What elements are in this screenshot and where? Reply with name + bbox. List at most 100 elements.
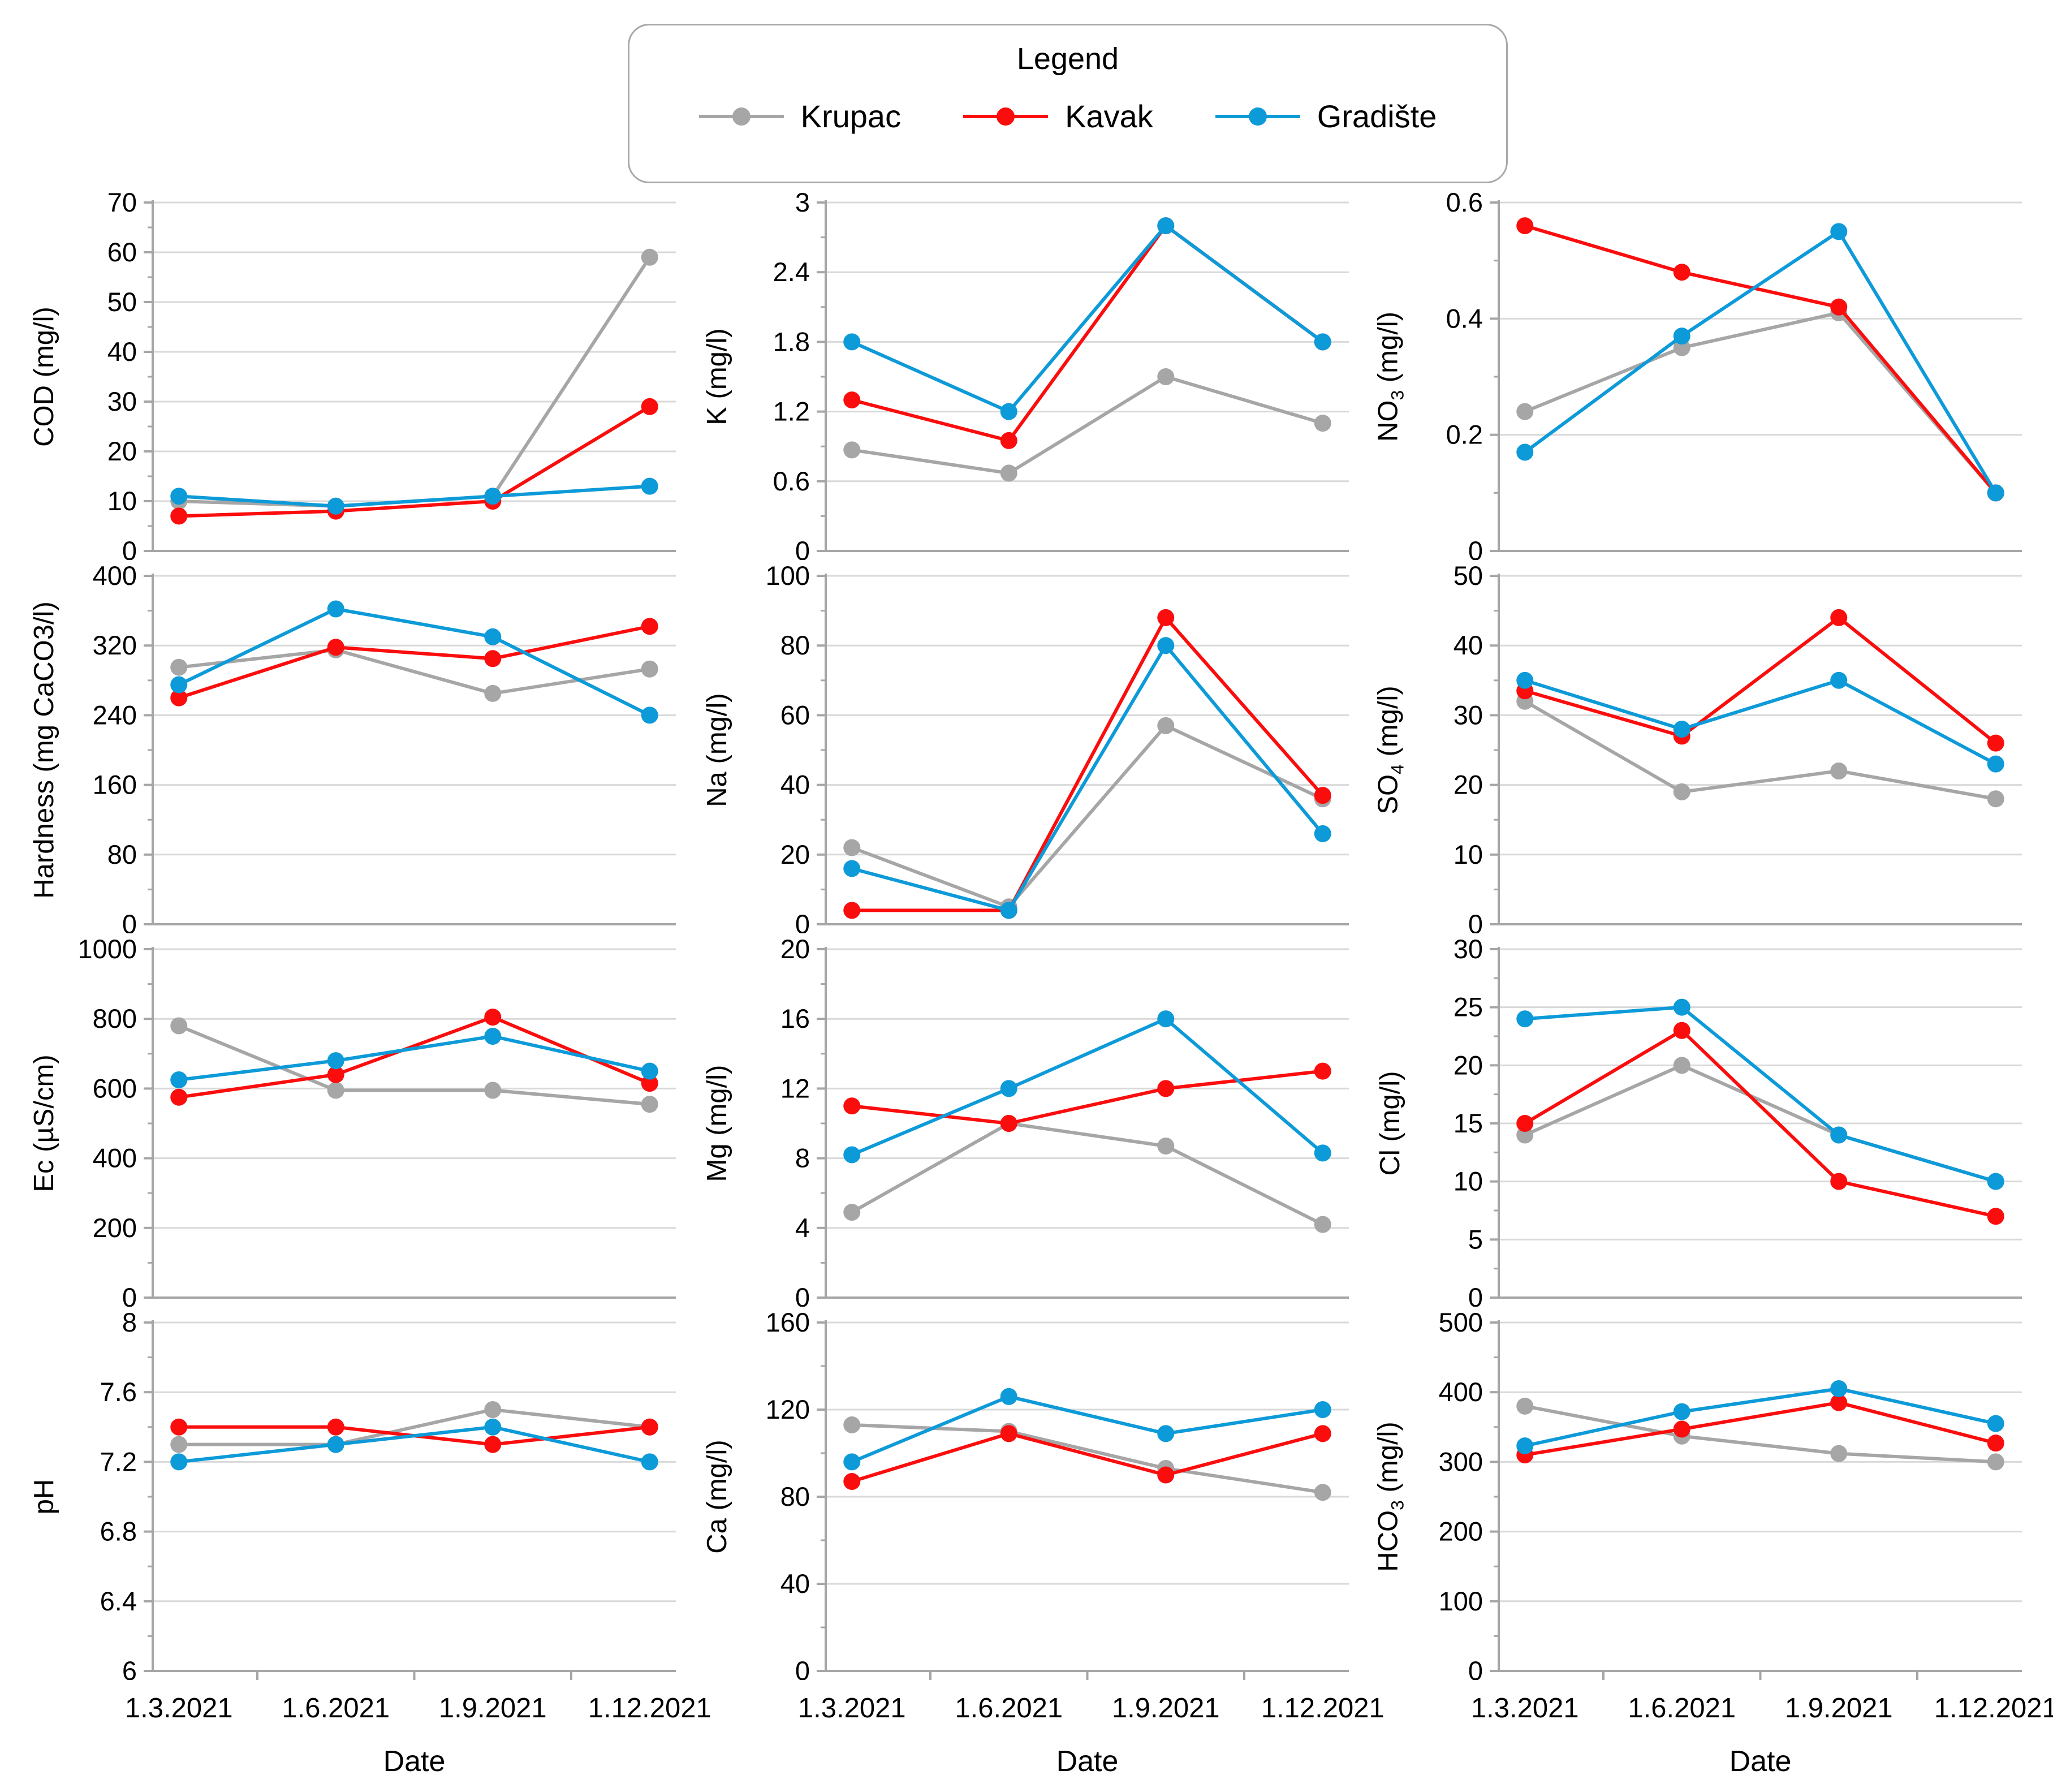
chart-cod-series-krupac-line	[179, 256, 652, 508]
chart-na-ytick: 20	[780, 839, 810, 869]
chart-ec-series-krupac-point	[484, 1082, 502, 1099]
chart-cl-ytick: 15	[1454, 1108, 1483, 1138]
chart-cl-series-gradište-line	[1525, 1005, 1996, 1183]
chart-k-ytick: 0	[795, 536, 810, 560]
chart-k-series-krupac-point	[843, 441, 861, 459]
chart-so4: SO4 (mg/l) 0 10 20 30 40 50	[1363, 560, 2036, 933]
chart-cod-ytick: 30	[107, 386, 137, 416]
chart-so4-series-gradište-point	[1830, 671, 1848, 689]
chart-no3-series-kavak-point	[1516, 217, 1534, 235]
chart-na-series-kavak-point	[1157, 609, 1175, 626]
chart-hco3-series-kavak-line	[1524, 1401, 1996, 1457]
chart-na-series-kavak-point	[843, 902, 861, 919]
chart-ph-series-krupac-point	[484, 1401, 502, 1418]
chart-so4-ytick: 50	[1454, 561, 1483, 591]
chart-k-series-kavak-point	[1000, 432, 1017, 449]
chart-k-series-gradište-point	[1314, 333, 1331, 351]
chart-so4-ytick: 40	[1454, 630, 1483, 660]
chart-k-series-krupac-line	[851, 374, 1323, 475]
chart-hco3-ytick: 500	[1439, 1307, 1483, 1337]
chart-k-series-gradište-point	[1000, 403, 1017, 420]
chart-hardness-series-gradište-point	[170, 676, 188, 693]
chart-hco3-series-gradište-point	[1516, 1437, 1534, 1455]
chart-mg-series-gradište-point	[843, 1146, 861, 1164]
chart-ca-ytick: 0	[795, 1656, 810, 1680]
x-tick-label: 1.6.2021	[955, 1693, 1063, 1724]
chart-no3-series-kavak-line	[1524, 224, 1998, 494]
chart-mg-series-krupac-point	[1314, 1216, 1331, 1233]
chart-hardness-series-krupac-point	[484, 684, 502, 702]
x-tick-label: 1.9.2021	[1784, 1693, 1893, 1724]
chart-ca-series-gradište-point	[1000, 1388, 1017, 1405]
chart-k-series-kavak-line	[851, 223, 1324, 443]
chart-mg-series-kavak-point	[1157, 1080, 1175, 1097]
chart-mg-ytick: 16	[780, 1003, 810, 1033]
chart-ec-series-gradište-point	[484, 1028, 502, 1045]
x-tick-label: 1.12.2021	[1934, 1693, 2053, 1724]
legend-marker-icon	[963, 107, 1049, 126]
chart-no3: NO3 (mg/l) 0 0.2 0.4 0.6	[1363, 187, 2036, 560]
chart-k-ytick: 1.8	[773, 326, 810, 356]
chart-ca-ytick: 120	[766, 1394, 810, 1424]
chart-cod: COD (mg/l) 0 10 20 30 40 50 60 70	[17, 187, 690, 560]
chart-cl-series-krupac-point	[1516, 1126, 1534, 1144]
chart-hardness: Hardness (mg CaCO3/l) 0 80 160 240 320 400	[17, 560, 690, 933]
chart-ec-ytick: 1000	[77, 934, 137, 964]
chart-so4-series-gradište-line	[1524, 678, 1997, 766]
chart-cod-ytick: 20	[107, 436, 137, 466]
legend-entry-krupac: Krupac	[698, 98, 901, 135]
x-axis-labels-col3: 1.3.2021 1.6.2021 1.9.2021 1.12.2021 Date	[1363, 1692, 2053, 1789]
chart-so4-series-gradište-point	[1673, 721, 1690, 738]
chart-ca-series-gradište-point	[1314, 1401, 1331, 1418]
x-tick-label: 1.9.2021	[438, 1693, 547, 1724]
chart-ca-series-gradište-point	[1157, 1425, 1175, 1442]
chart-hardness-series-krupac-point	[641, 660, 658, 678]
chart-ca-series-gradište-point	[843, 1453, 861, 1471]
x-tick-label: 1.6.2021	[282, 1693, 390, 1724]
chart-mg-series-krupac-point	[1157, 1138, 1175, 1155]
chart-cod-series-kavak-line	[179, 405, 651, 518]
chart-no3-ytick: 0.4	[1446, 303, 1483, 333]
chart-ph-ytick: 6.8	[100, 1517, 137, 1547]
chart-ph-series-gradište-point	[641, 1453, 658, 1471]
chart-na-series-krupac-line	[851, 723, 1324, 909]
chart-ec-series-gradište-line	[178, 1034, 650, 1082]
x-axis-labels-col2: 1.3.2021 1.6.2021 1.9.2021 1.12.2021 Date	[690, 1692, 1385, 1789]
chart-cl-series-gradište-point	[1987, 1173, 2004, 1190]
chart-hco3: HCO3 (mg/l) 0 100 200 300 400 500	[1363, 1307, 2036, 1680]
chart-no3-series-gradište-point	[1516, 443, 1534, 461]
chart-no3-ytick: 0	[1468, 536, 1483, 560]
chart-k-series-krupac-point	[1000, 464, 1017, 482]
chart-na-series-krupac-point	[1157, 717, 1175, 734]
chart-so4-ytick: 30	[1454, 700, 1483, 730]
chart-ph-series-krupac-line	[179, 1407, 650, 1446]
chart-hco3-series-krupac-point	[1516, 1397, 1534, 1415]
chart-ph-ytick: 7.6	[100, 1377, 137, 1407]
chart-hco3-ytick: 100	[1439, 1586, 1483, 1616]
chart-mg-plot: 0 4 8 12 16 20	[780, 934, 1349, 1307]
x-axis-title: Date	[383, 1745, 446, 1778]
chart-k-series-gradište-point	[1157, 217, 1175, 235]
chart-ca-series-kavak-point	[1314, 1425, 1331, 1442]
chart-hco3-series-kavak-point	[1830, 1394, 1848, 1411]
chart-hco3-series-kavak-point	[1987, 1435, 2004, 1452]
chart-ec-series-gradište-point	[641, 1062, 658, 1080]
chart-no3-ytick: 0.2	[1446, 420, 1483, 450]
chart-no3-series-kavak-point	[1673, 264, 1690, 281]
chart-na: Na (mg/l) 0 20 40 60 80 100	[690, 560, 1363, 933]
chart-k-series-krupac-point	[1157, 368, 1175, 385]
chart-na-plot: 0 20 40 60 80 100	[766, 561, 1349, 933]
legend-label: Kavak	[1065, 98, 1153, 134]
chart-cod-series-gradište-point	[170, 488, 188, 505]
chart-no3-plot: 0 0.2 0.4 0.6	[1446, 187, 2022, 560]
chart-cod-series-gradište-point	[641, 477, 658, 495]
chart-so4-ytick: 0	[1468, 909, 1483, 933]
chart-cl-ytick: 25	[1454, 992, 1483, 1022]
chart-k-series-gradište-line	[851, 223, 1324, 414]
chart-ec-series-kavak-point	[641, 1075, 658, 1092]
chart-ec-series-krupac-line	[178, 1024, 650, 1106]
chart-no3-series-krupac-point	[1673, 339, 1690, 356]
chart-na-series-gradište-point	[1157, 637, 1175, 654]
chart-no3-series-krupac-point	[1516, 403, 1534, 420]
chart-ca-series-krupac-point	[1314, 1484, 1331, 1501]
